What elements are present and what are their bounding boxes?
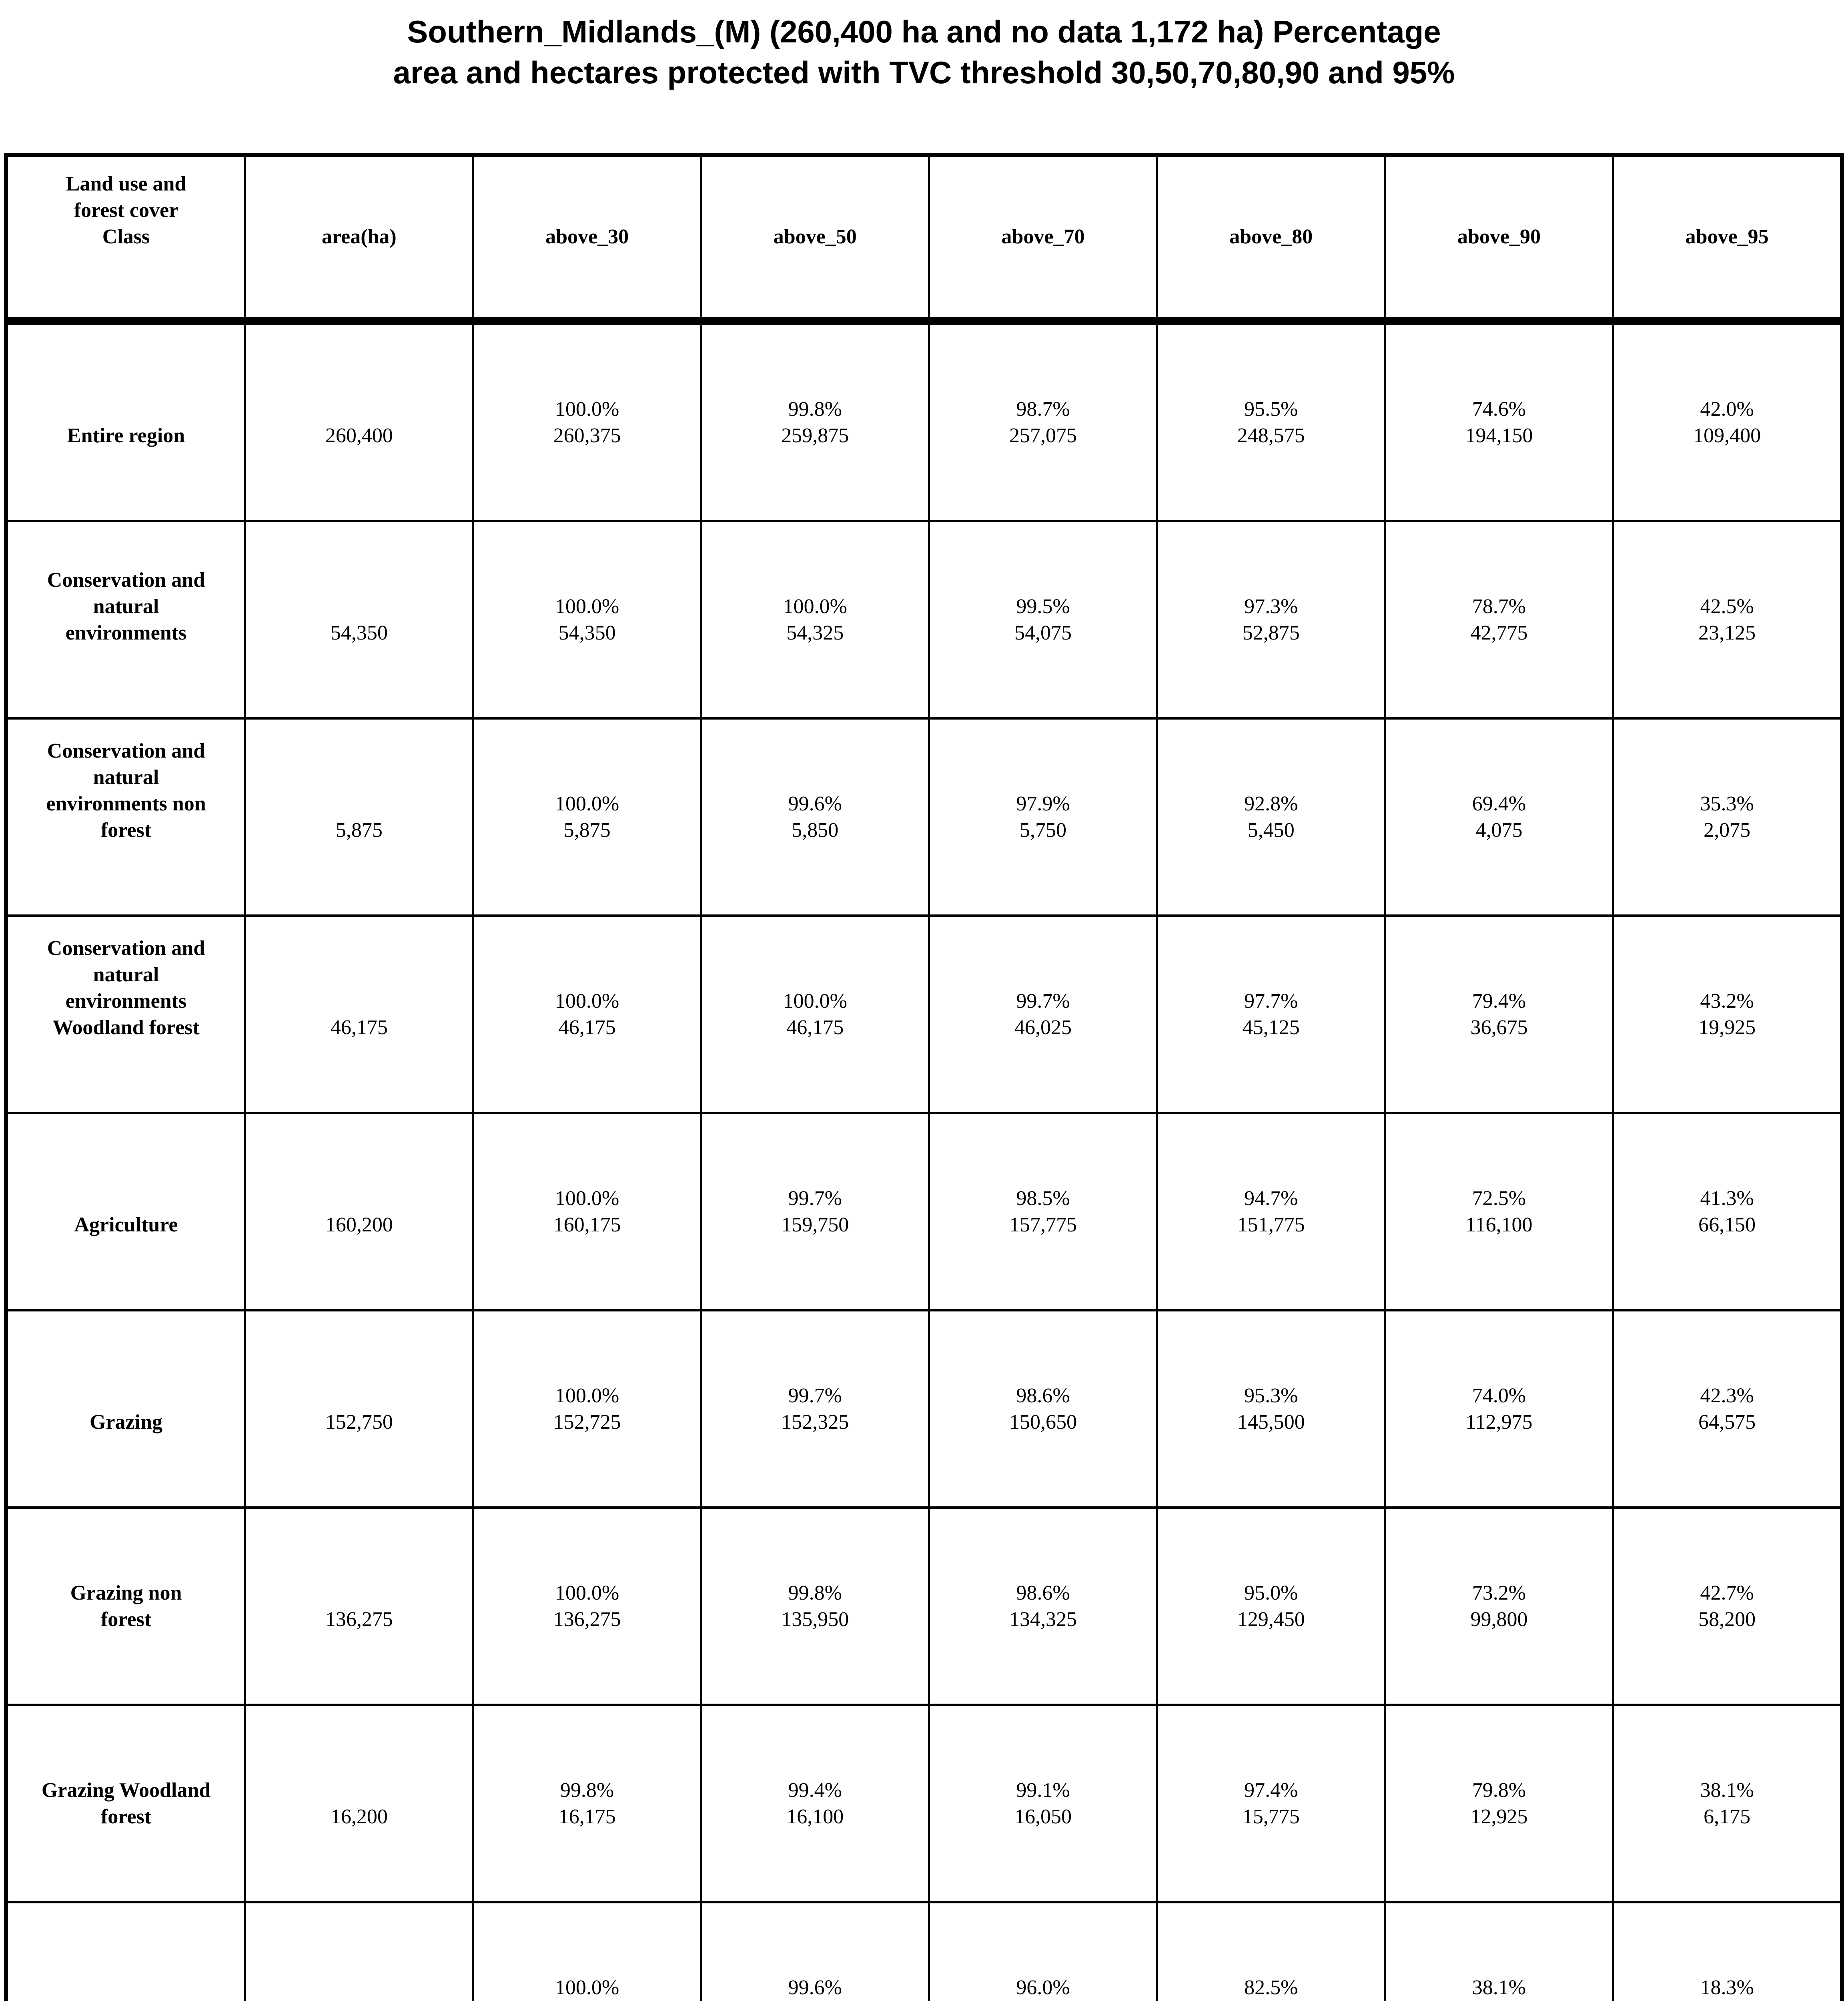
above-90-cell: 74.0% 112,975 (1465, 1384, 1533, 1434)
table-row: Agriculture 160,200 100.0% 160,175 99.7% 1… (8, 1112, 1840, 1309)
row-label: Conservation and natural environments Wo… (47, 936, 205, 1039)
above-95-cell: 42.3% 64,575 (1698, 1384, 1756, 1434)
above-90-cell: 78.7% 42,775 (1470, 595, 1528, 644)
above-95-cell: 41.3% 66,150 (1698, 1187, 1756, 1236)
above-80-cell: 95.3% 145,500 (1237, 1384, 1305, 1434)
above-90-cell: 79.8% 12,925 (1470, 1778, 1528, 1828)
table-row: Conservation and natural environments no… (8, 717, 1840, 914)
above-50-cell: 100.0% 54,325 (783, 595, 847, 644)
land-use-table: Land use and forest cover Class area(ha)… (4, 153, 1844, 2001)
page-title-line2: area and hectares protected with TVC thr… (393, 55, 1455, 90)
above-50-cell: 99.4% 16,100 (786, 1778, 844, 1828)
above-95-cell: 38.1% 6,175 (1700, 1778, 1754, 1828)
above-90-cell: 38.1%2,400 (1472, 1976, 1526, 1999)
table-row: Irrigation 6,300 100.0%6,300 99.6%6,275 … (8, 1901, 1840, 2001)
above-90-cell: 73.2% 99,800 (1470, 1581, 1528, 1631)
row-label: Entire region (67, 424, 185, 447)
above-80-cell: 95.0% 129,450 (1237, 1581, 1305, 1631)
table-row: Grazing 152,750 100.0% 152,725 99.7% 152,3… (8, 1309, 1840, 1506)
row-label: Conservation and natural environments no… (46, 739, 206, 842)
above-30-cell: 100.0% 5,875 (555, 792, 619, 842)
above-50-cell: 99.8% 259,875 (781, 397, 849, 447)
above-95-cell: 18.3%1,150 (1700, 1976, 1754, 1999)
row-label: Grazing non forest (70, 1581, 182, 1631)
above-30-cell: 100.0% 152,725 (553, 1384, 621, 1434)
above-30-cell: 100.0%6,300 (555, 1976, 619, 1999)
above-95-cell: 42.7% 58,200 (1698, 1581, 1756, 1631)
above-70-cell: 99.5% 54,075 (1014, 595, 1072, 644)
col-header-area: area(ha) (244, 157, 472, 317)
col-header-above-50: above_50 (700, 157, 928, 317)
above-70-cell: 99.1% 16,050 (1014, 1778, 1072, 1828)
above-80-cell: 82.5%5,200 (1244, 1976, 1298, 1999)
table-row: Conservation and natural environments 54… (8, 520, 1840, 717)
above-80-cell: 95.5% 248,575 (1237, 397, 1305, 447)
above-80-cell: 94.7% 151,775 (1237, 1187, 1305, 1236)
above-90-cell: 74.6% 194,150 (1465, 397, 1533, 447)
area-value: 136,275 (325, 1608, 393, 1631)
above-30-cell: 100.0% 160,175 (553, 1187, 621, 1236)
above-30-cell: 99.8% 16,175 (558, 1778, 616, 1828)
table-row: Grazing non forest 136,275 100.0% 136,275… (8, 1506, 1840, 1704)
col-header-above-95: above_95 (1612, 157, 1840, 317)
row-label: Grazing Woodland forest (41, 1778, 211, 1828)
area-value: 54,350 (330, 621, 388, 644)
row-label: Conservation and natural environments (47, 568, 205, 644)
page-title-line1: Southern_Midlands_(M) (260,400 ha and no… (407, 14, 1441, 49)
area-value: 160,200 (325, 1213, 393, 1236)
above-70-cell: 98.6% 150,650 (1009, 1384, 1077, 1434)
above-50-cell: 99.6% 5,850 (788, 792, 842, 842)
above-50-cell: 100.0% 46,175 (783, 989, 847, 1039)
above-70-cell: 96.0%6,050 (1016, 1976, 1070, 1999)
col-header-above-90: above_90 (1384, 157, 1612, 317)
col-header-above-70: above_70 (928, 157, 1156, 317)
above-95-cell: 35.3% 2,075 (1700, 792, 1754, 842)
above-70-cell: 98.7% 257,075 (1009, 397, 1077, 447)
row-label: Grazing (90, 1410, 162, 1434)
area-value: 16,200 (330, 1805, 388, 1828)
table-row: Conservation and natural environments Wo… (8, 914, 1840, 1112)
area-value: 5,875 (335, 818, 383, 842)
table-row: Entire region 260,400 100.0% 260,375 99.8… (8, 323, 1840, 520)
page-title: Southern_Midlands_(M) (260,400 ha and no… (0, 11, 1848, 93)
col-header-class: Land use and forest cover Class (66, 172, 186, 248)
above-90-cell: 72.5% 116,100 (1465, 1187, 1533, 1236)
above-50-cell: 99.7% 159,750 (781, 1187, 849, 1236)
above-30-cell: 100.0% 260,375 (553, 397, 621, 447)
area-value: 152,750 (325, 1410, 393, 1434)
above-50-cell: 99.7% 152,325 (781, 1384, 849, 1434)
above-90-cell: 69.4% 4,075 (1472, 792, 1526, 842)
row-label: Agriculture (74, 1213, 178, 1236)
above-80-cell: 97.4% 15,775 (1242, 1778, 1300, 1828)
above-30-cell: 100.0% 54,350 (555, 595, 619, 644)
above-50-cell: 99.8% 135,950 (781, 1581, 849, 1631)
above-70-cell: 98.6% 134,325 (1009, 1581, 1077, 1631)
table-row: Grazing Woodland forest 16,200 99.8% 16,1… (8, 1704, 1840, 1901)
above-70-cell: 99.7% 46,025 (1014, 989, 1072, 1039)
col-header-above-30: above_30 (472, 157, 700, 317)
above-80-cell: 92.8% 5,450 (1244, 792, 1298, 842)
col-header-above-80: above_80 (1156, 157, 1384, 317)
above-50-cell: 99.6%6,275 (788, 1976, 842, 1999)
above-95-cell: 43.2% 19,925 (1698, 989, 1756, 1039)
above-70-cell: 98.5% 157,775 (1009, 1187, 1077, 1236)
above-95-cell: 42.0% 109,400 (1693, 397, 1761, 447)
above-70-cell: 97.9% 5,750 (1016, 792, 1070, 842)
above-90-cell: 79.4% 36,675 (1470, 989, 1528, 1039)
above-80-cell: 97.7% 45,125 (1242, 989, 1300, 1039)
above-80-cell: 97.3% 52,875 (1242, 595, 1300, 644)
above-95-cell: 42.5% 23,125 (1698, 595, 1756, 644)
area-value: 260,400 (325, 424, 393, 447)
above-30-cell: 100.0% 46,175 (555, 989, 619, 1039)
above-30-cell: 100.0% 136,275 (553, 1581, 621, 1631)
table-header-row: Land use and forest cover Class area(ha)… (8, 157, 1840, 323)
area-value: 46,175 (330, 1016, 388, 1039)
